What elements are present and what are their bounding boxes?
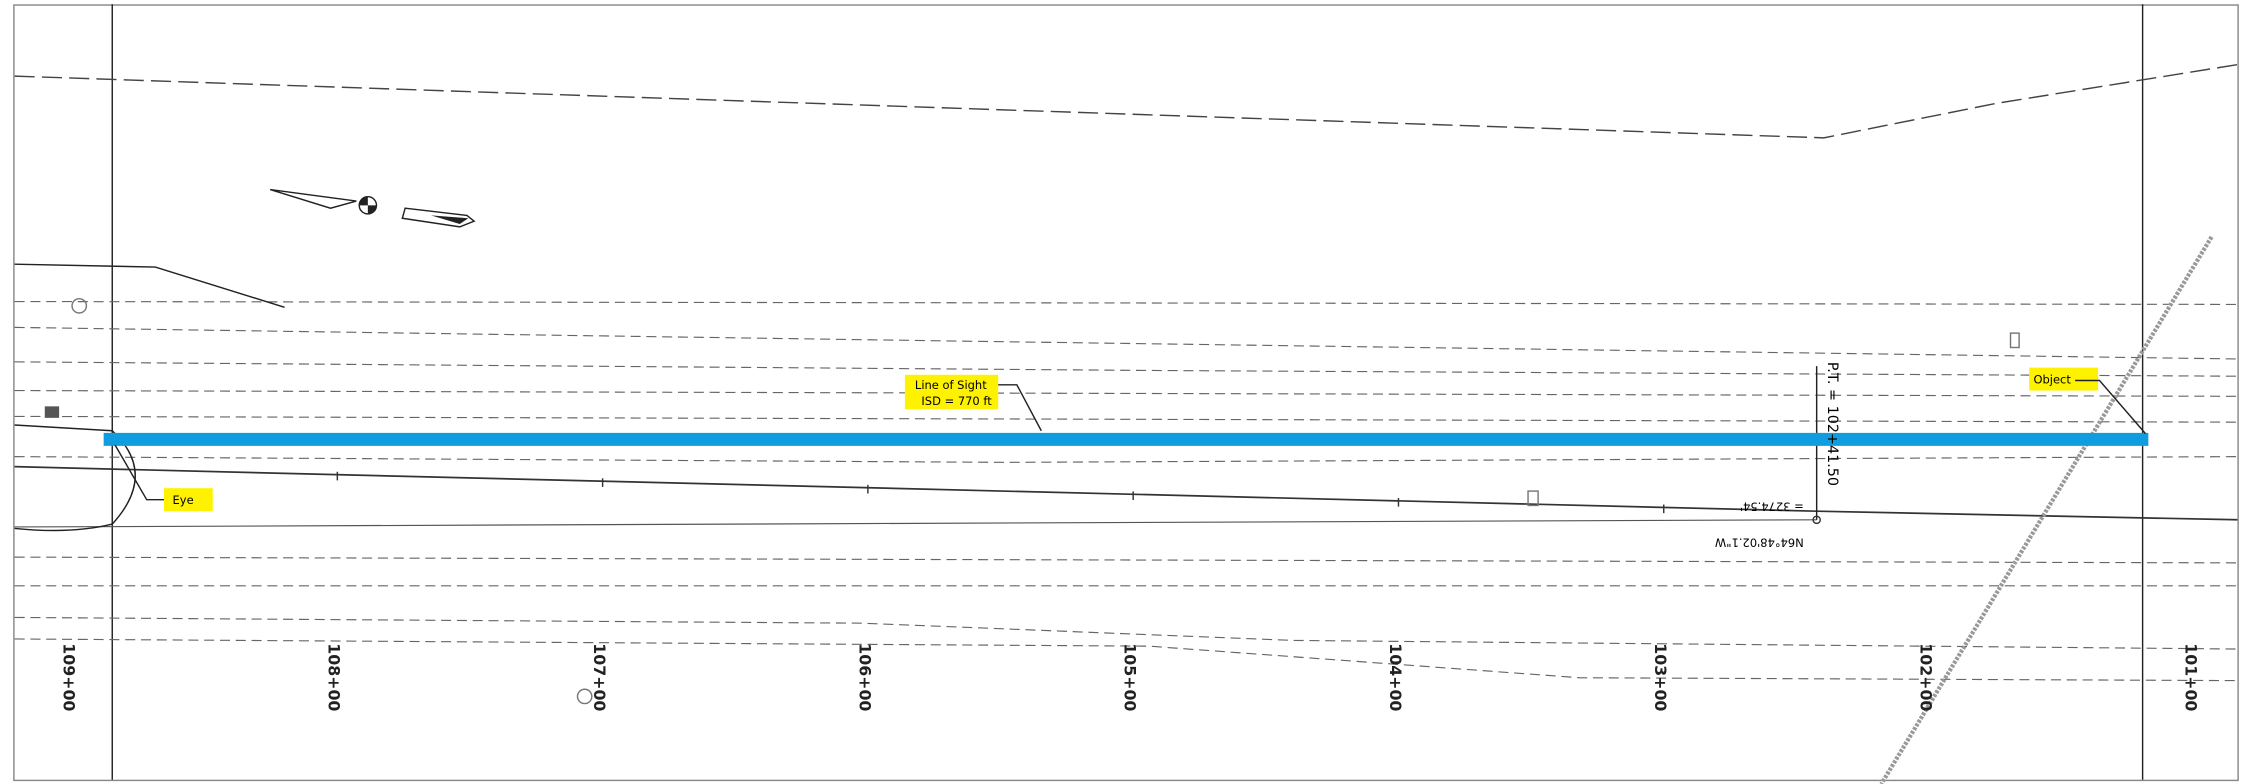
callout-text: Line of Sight [915,378,987,392]
station-label: 106+00 [855,643,874,711]
station-label: 108+00 [325,643,344,711]
station-label: 105+00 [1121,643,1140,711]
station-label: 101+00 [2182,643,2201,711]
callout-text: Object [2033,372,2071,386]
callout-text: Eye [173,493,194,507]
station-label: 109+00 [59,643,78,711]
pt-label: P.T. = 102+41.50 [1824,362,1840,486]
bearing-label: N64°48'02.1"W [1715,535,1804,549]
station-label: 104+00 [1386,643,1405,711]
plan-drawing: Line of Sight ISD = 770 ft Eye Object P.… [0,0,2252,784]
station-label: 107+00 [590,643,609,711]
utility-symbol [45,406,59,417]
callout-text: ISD = 770 ft [921,394,992,408]
station-label: 102+00 [1916,643,1935,711]
station-label: 103+00 [1651,643,1670,711]
distance-label: = 3274.54' [1740,500,1804,514]
